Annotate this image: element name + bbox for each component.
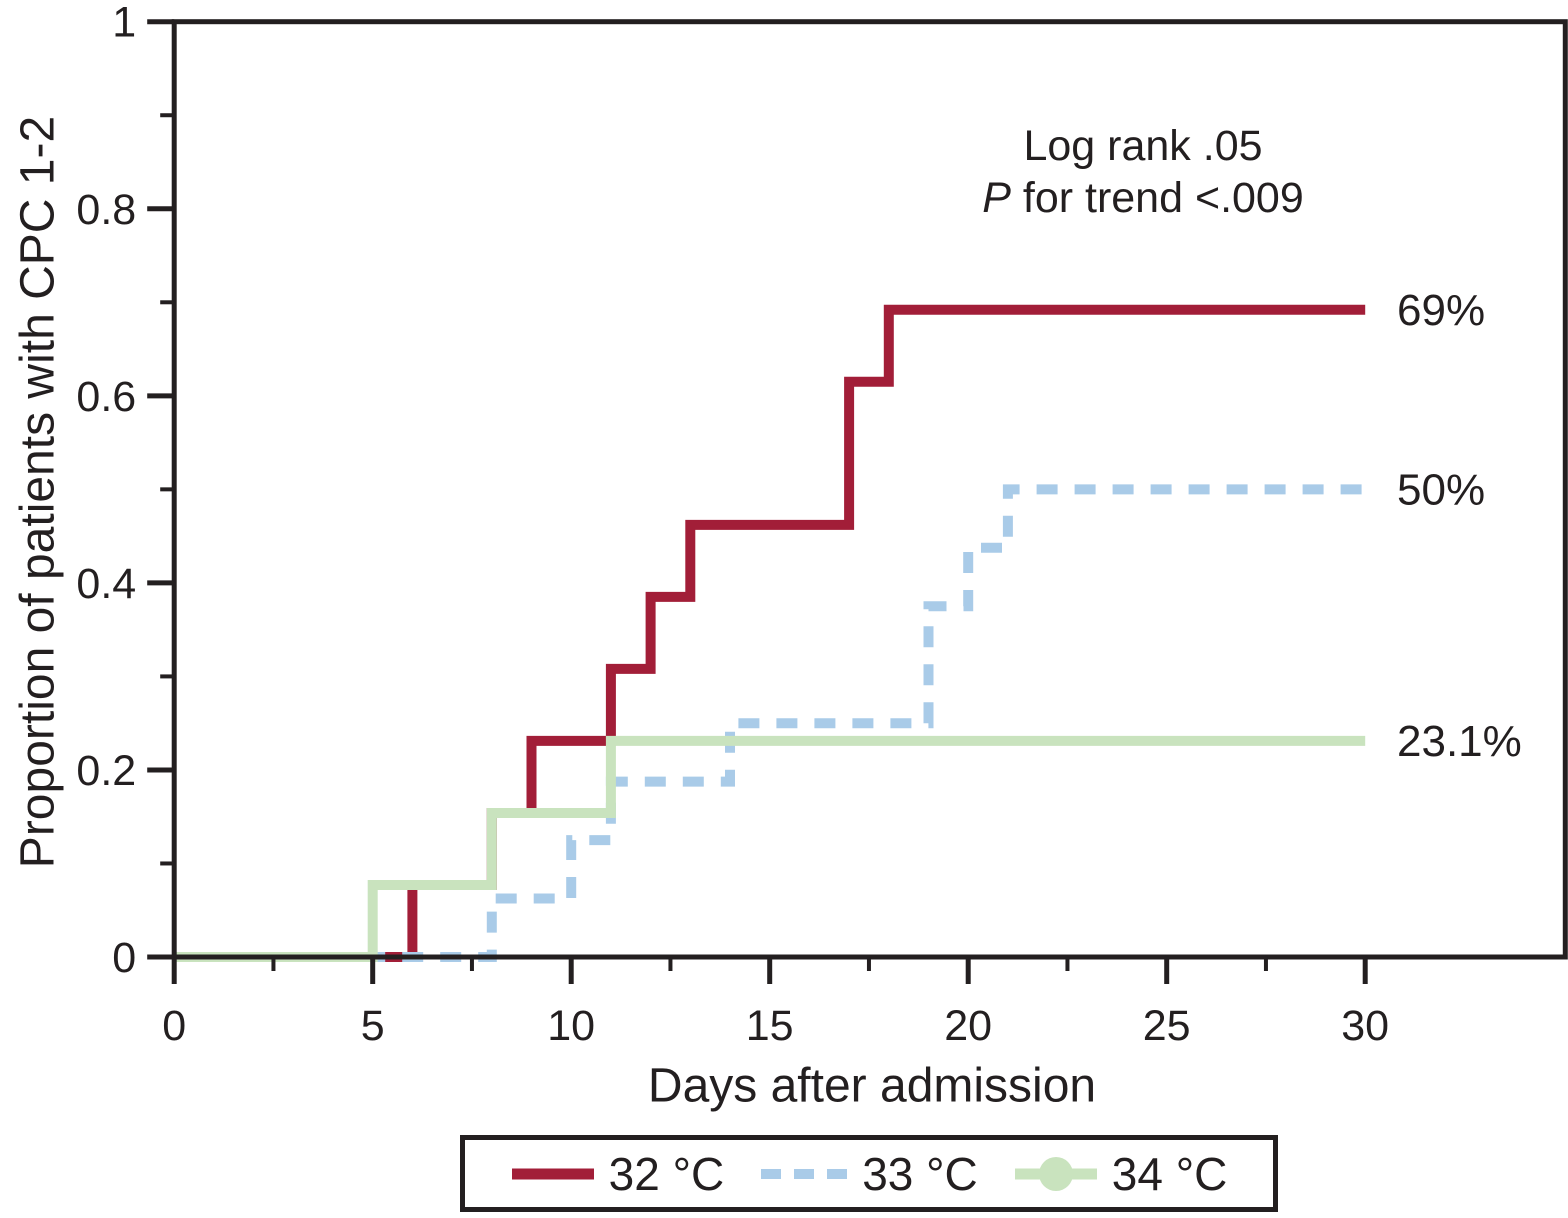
x-axis-title: Days after admission xyxy=(647,1059,1097,1113)
y-tick-label: 1 xyxy=(112,0,136,47)
series-33c-line xyxy=(174,484,1366,962)
series-34c-end-label: 23.1% xyxy=(1397,717,1522,766)
x-tick-label: 25 xyxy=(1143,1002,1191,1050)
legend-label-32c: 32 °C xyxy=(608,1147,725,1200)
x-tick-label: 15 xyxy=(746,1002,794,1050)
legend-label-33c: 33 °C xyxy=(862,1147,978,1200)
series-32c-end-label: 69% xyxy=(1397,286,1485,335)
legend: 32 °C 33 °C 34 °C xyxy=(460,1135,1278,1212)
legend-item-33c: 33 °C xyxy=(760,1147,978,1201)
line-circle-swatch-icon xyxy=(1014,1156,1097,1191)
y-tick-label: 0.4 xyxy=(76,560,136,608)
legend-label-34c: 34 °C xyxy=(1111,1147,1228,1200)
y-tick-label: 0.8 xyxy=(76,186,136,234)
legend-item-34c: 34 °C xyxy=(1014,1147,1228,1201)
y-tick-label: 0 xyxy=(112,934,136,982)
series-32c-line xyxy=(174,304,1366,962)
series-33c-end-label: 50% xyxy=(1397,465,1485,514)
legend-item-32c: 32 °C xyxy=(511,1147,725,1201)
y-axis-title: Proportion of patients with CPC 1-2 xyxy=(11,115,65,869)
x-tick-label: 20 xyxy=(944,1002,992,1050)
p-trend-text: P for trend <.009 xyxy=(982,172,1304,224)
series-34c-line xyxy=(174,735,1366,962)
solid-line-swatch-icon xyxy=(511,1168,594,1179)
x-tick-label: 5 xyxy=(361,1002,385,1050)
y-tick-label: 0.2 xyxy=(76,747,136,795)
y-tick-label: 0.6 xyxy=(76,373,136,421)
x-tick-label: 30 xyxy=(1341,1002,1389,1050)
p-symbol: P xyxy=(982,174,1011,222)
x-tick-label: 0 xyxy=(162,1002,186,1050)
stats-annotation: Log rank .05 P for trend <.009 xyxy=(982,120,1304,224)
log-rank-text: Log rank .05 xyxy=(1023,122,1263,170)
x-tick-label: 10 xyxy=(547,1002,595,1050)
p-trend-rest: for trend <.009 xyxy=(1010,174,1304,222)
dashed-line-swatch-icon xyxy=(761,1168,848,1179)
